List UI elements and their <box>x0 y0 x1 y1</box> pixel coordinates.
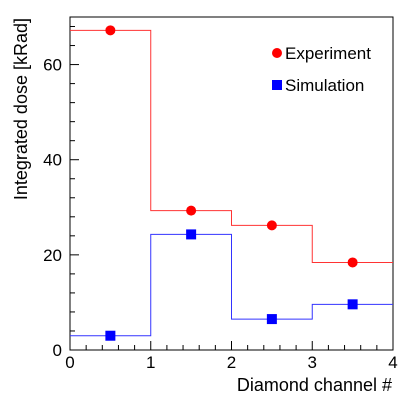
data-point-experiment <box>105 25 116 36</box>
data-point-experiment <box>266 220 277 231</box>
y-axis: 0 20 40 60 <box>43 26 79 360</box>
x-tick-label: 4 <box>388 353 397 372</box>
legend-marker-experiment <box>272 48 282 58</box>
x-axis-label: Diamond channel # <box>237 375 392 395</box>
legend-label-simulation: Simulation <box>285 76 364 95</box>
x-tick-label: 3 <box>308 353 317 372</box>
y-tick-label: 0 <box>53 341 62 360</box>
series-steps <box>70 29 393 337</box>
y-tick-label: 20 <box>43 246 62 265</box>
series-markers <box>105 25 358 341</box>
x-axis: 0 1 2 3 4 <box>65 341 398 372</box>
y-tick-label: 40 <box>43 151 62 170</box>
x-tick-label: 1 <box>146 353 155 372</box>
step-line-experiment <box>70 29 393 263</box>
data-point-simulation <box>186 229 197 240</box>
x-tick-label: 0 <box>65 353 74 372</box>
step-line-simulation <box>70 233 393 337</box>
y-axis-label: Integrated dose [kRad] <box>11 18 31 200</box>
data-point-simulation <box>347 299 358 310</box>
legend-label-experiment: Experiment <box>285 44 371 63</box>
data-point-experiment <box>347 257 358 268</box>
data-point-simulation <box>105 330 116 341</box>
data-point-experiment <box>186 205 197 216</box>
data-point-simulation <box>266 314 277 325</box>
legend-marker-simulation <box>272 80 282 90</box>
x-tick-label: 2 <box>227 353 236 372</box>
legend: Experiment Simulation <box>272 44 371 95</box>
y-tick-label: 60 <box>43 56 62 75</box>
